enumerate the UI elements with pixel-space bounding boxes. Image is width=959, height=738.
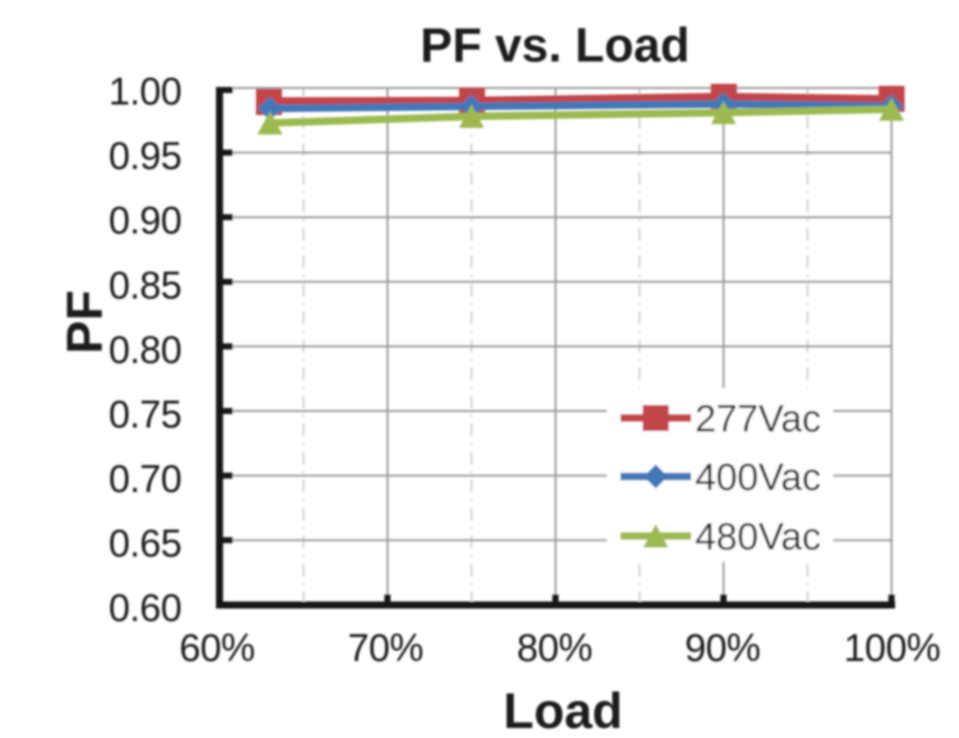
svg-text:277Vac: 277Vac: [695, 399, 821, 441]
svg-text:1.00: 1.00: [109, 71, 182, 114]
svg-text:0.90: 0.90: [109, 200, 182, 243]
svg-text:0.65: 0.65: [109, 523, 182, 566]
svg-text:60%: 60%: [179, 627, 255, 670]
svg-text:PF: PF: [57, 290, 113, 354]
svg-text:0.85: 0.85: [109, 264, 182, 307]
svg-text:480Vac: 480Vac: [695, 517, 821, 559]
svg-text:80%: 80%: [517, 627, 593, 670]
svg-text:0.70: 0.70: [109, 458, 182, 501]
svg-text:PF vs. Load: PF vs. Load: [420, 20, 689, 73]
svg-text:400Vac: 400Vac: [695, 457, 821, 499]
svg-text:0.95: 0.95: [109, 135, 182, 178]
svg-text:Load: Load: [503, 683, 622, 738]
svg-text:100%: 100%: [844, 627, 940, 670]
svg-text:90%: 90%: [685, 627, 761, 670]
svg-text:0.80: 0.80: [109, 329, 182, 372]
svg-text:70%: 70%: [348, 627, 424, 670]
svg-text:0.60: 0.60: [109, 587, 182, 630]
svg-text:0.75: 0.75: [109, 393, 182, 436]
